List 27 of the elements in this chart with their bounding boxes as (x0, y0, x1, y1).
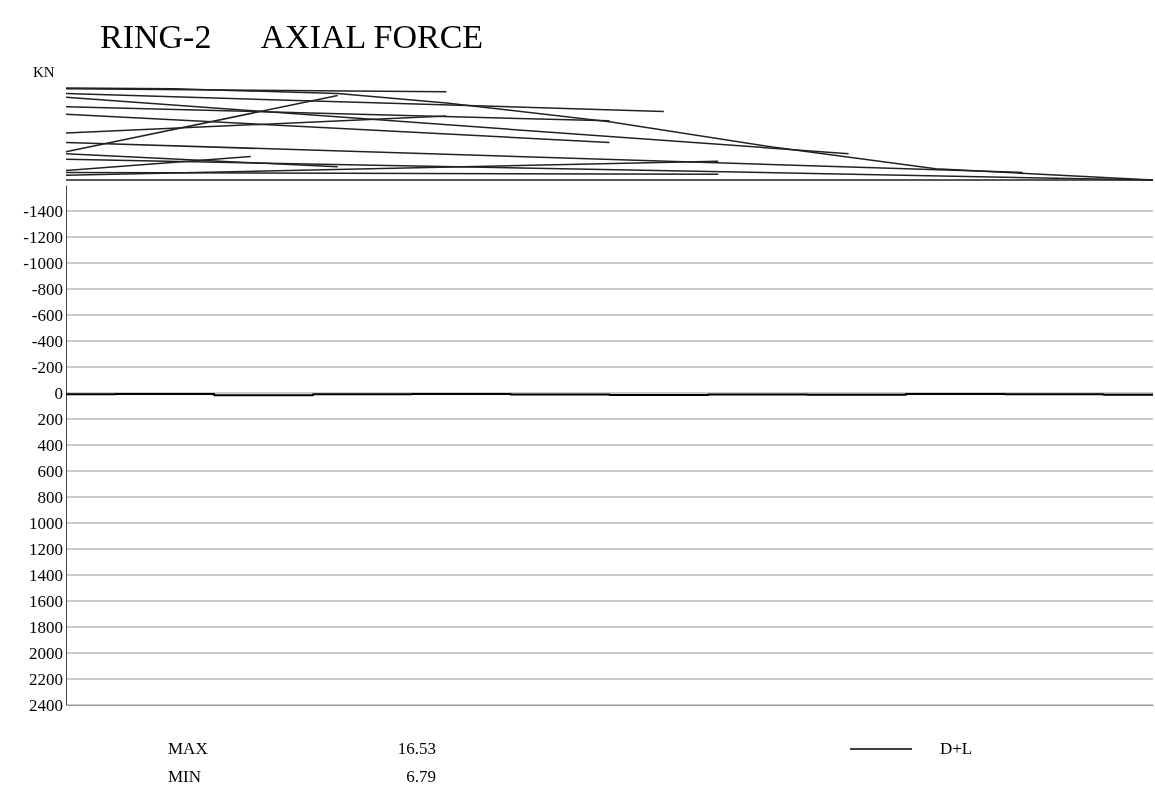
y-tick-label: 200 (37, 409, 63, 429)
chart-title: RING-2 AXIAL FORCE (100, 18, 484, 55)
text: MAX (168, 739, 208, 758)
y-tick-label: 1200 (29, 539, 63, 559)
text: MIN (168, 767, 202, 786)
y-tick-label: -600 (31, 305, 63, 325)
text: 16.53 (397, 739, 436, 758)
y-tick-label: 1400 (29, 565, 63, 585)
y-tick-label: 1600 (29, 591, 63, 611)
y-tick-label: -200 (31, 357, 63, 377)
y-tick-label: -400 (31, 331, 63, 351)
y-tick-label: 400 (37, 435, 63, 455)
y-tick-label: -1400 (23, 201, 63, 221)
y-tick-label: -800 (31, 279, 63, 299)
y-tick-label: -1200 (23, 227, 63, 247)
y-tick-label: 800 (37, 487, 63, 507)
y-tick-label: 2200 (29, 669, 63, 689)
y-tick-label: 600 (37, 461, 63, 481)
y-tick-label: 2000 (29, 643, 63, 663)
legend-label: D+L (940, 739, 973, 758)
y-tick-label: 1800 (29, 617, 63, 637)
y-tick-label: 2400 (29, 695, 63, 715)
text: KN (33, 64, 55, 80)
y-tick-label: 0 (54, 383, 63, 403)
y-tick-label: -1000 (23, 253, 63, 273)
y-tick-label: 1000 (29, 513, 63, 533)
text: 6.79 (406, 767, 436, 786)
